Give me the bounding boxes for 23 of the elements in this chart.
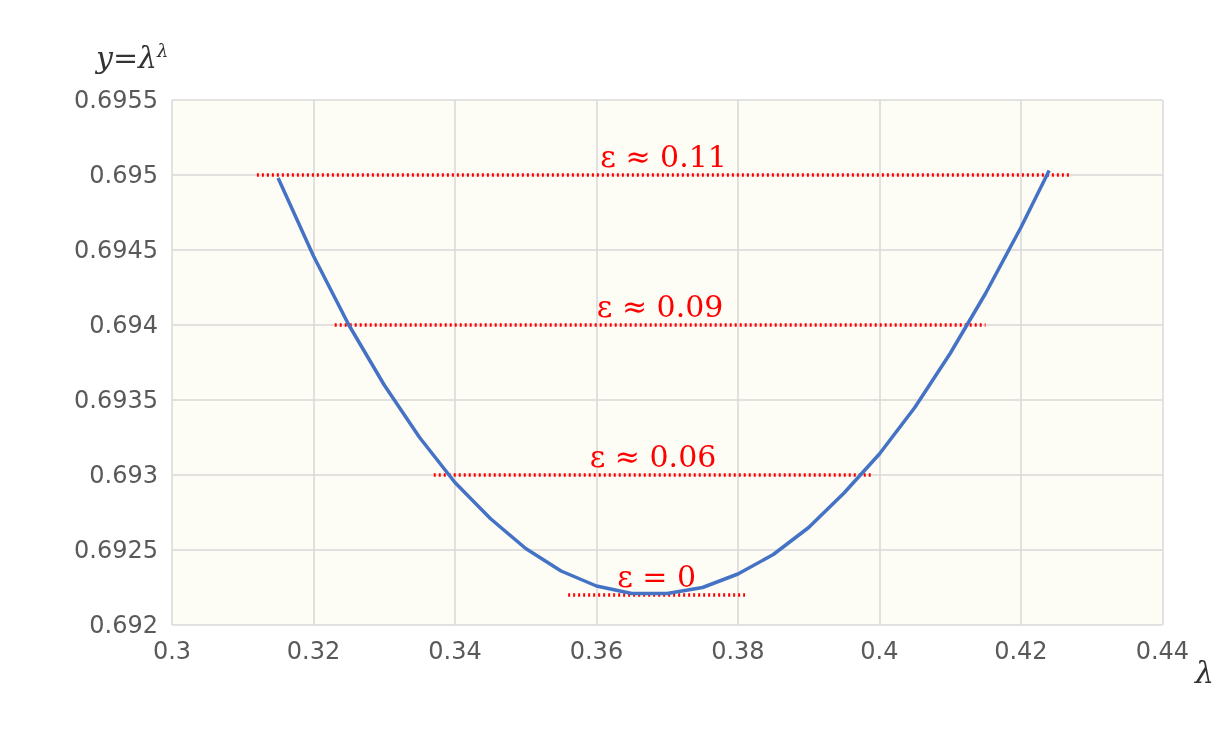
y-axis-title: y=λ$^{λ}$ [96,40,169,75]
y-tick-label: 0.692 [89,611,158,639]
y-tick-label: 0.6955 [74,86,158,114]
x-axis-title: λ [1193,655,1214,690]
series-label: ε ≈ 0.11 [600,138,727,174]
y-tick-label: 0.693 [89,461,158,489]
y-tick-label: 0.694 [89,311,158,339]
x-tick-label: 0.36 [569,637,624,665]
x-tick-label: 0.38 [711,637,765,665]
y-tick-label: 0.6925 [74,536,158,564]
x-tick-label: 0.3 [152,637,192,665]
x-tick-label: 0.32 [286,637,341,665]
x-tick-label: 0.4 [860,637,899,665]
y-tick-label: 0.6945 [74,236,158,264]
series-label: ε ≈ 0.06 [589,438,717,474]
line-series [276,168,1051,596]
y-tick-label: 0.695 [89,161,158,189]
series-label: ε ≈ 0.09 [596,288,724,324]
series-label: ε = 0 [617,558,696,594]
x-tick-label: 0.34 [428,637,482,665]
y-tick-label: 0.6935 [74,386,158,414]
x-tick-label: 0.44 [1135,637,1190,665]
x-tick-label: 0.42 [994,637,1048,665]
